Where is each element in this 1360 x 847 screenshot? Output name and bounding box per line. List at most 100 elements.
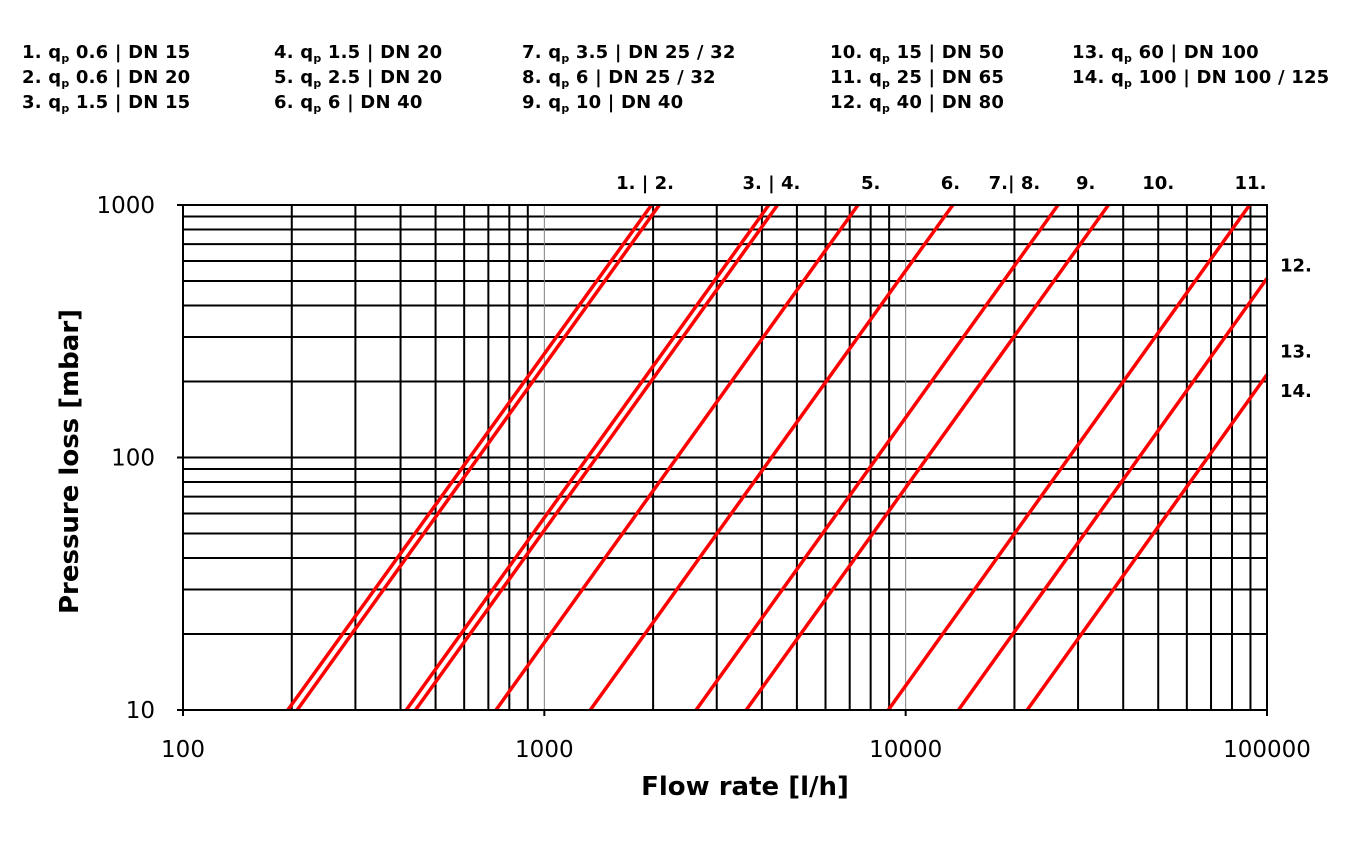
legend-item-number: 13. q: [1072, 42, 1125, 63]
series-line-4: [414, 203, 779, 712]
legend-item-subscript: p: [882, 77, 891, 90]
legend-item-number: 12. q: [830, 92, 883, 113]
legend-item-number: 2. q: [22, 67, 62, 88]
curve-label: 9.: [1076, 173, 1095, 194]
series-line-1: [286, 203, 653, 712]
curve-labels: 1. | 2. 3. | 4. 5. 6. 7.| 8. 9. 10. 11. 12. 13. 14…: [616, 173, 1312, 402]
legend-item: 8. qp 6 | DN 25 / 32: [522, 65, 736, 90]
series-line-11: [1025, 373, 1269, 712]
legend-item: 14. qp 100 | DN 100 / 125: [1072, 65, 1329, 90]
legend-item-text: 10 | DN 40: [569, 92, 684, 113]
legend-item: 9. qp 10 | DN 40: [522, 90, 736, 115]
legend-item-number: 8. q: [522, 67, 562, 88]
legend-item: 5. qp 2.5 | DN 20: [274, 65, 442, 90]
legend-item-subscript: p: [1124, 52, 1133, 65]
legend-item-number: 11. q: [830, 67, 883, 88]
series-line-5: [494, 203, 860, 712]
legend-item: 13. qp 60 | DN 100: [1072, 40, 1329, 65]
series-line-8: [744, 203, 1110, 712]
legend-item-text: 1.5 | DN 20: [321, 42, 443, 63]
legend-item-subscript: p: [61, 52, 70, 65]
legend-column: 1. qp 0.6 | DN 15 2. qp 0.6 | DN 20 3. qp …: [22, 40, 190, 115]
legend-item: 3. qp 1.5 | DN 15: [22, 90, 190, 115]
legend-item-number: 9. q: [522, 92, 562, 113]
y-tick-label: 100: [111, 446, 155, 472]
y-tick-label: 1000: [96, 193, 155, 219]
curve-label: 1. | 2.: [616, 173, 674, 194]
series-lines: [286, 203, 1269, 712]
legend-item-text: 0.6 | DN 15: [69, 42, 191, 63]
legend-item-subscript: p: [561, 102, 570, 115]
series-line-7: [694, 203, 1060, 712]
curve-label: 12.: [1280, 256, 1312, 277]
legend-item-subscript: p: [561, 52, 570, 65]
y-axis-title: Pressure loss [mbar]: [55, 309, 85, 614]
legend-item-subscript: p: [882, 102, 891, 115]
series-line-10: [957, 277, 1269, 712]
legend-item: 2. qp 0.6 | DN 20: [22, 65, 190, 90]
legend-item-subscript: p: [1124, 77, 1133, 90]
x-axis-title: Flow rate [l/h]: [641, 772, 849, 802]
curve-label: 11.: [1235, 173, 1267, 194]
x-tick-label: 100000: [1223, 737, 1311, 763]
legend-item-text: 25 | DN 65: [890, 67, 1005, 88]
x-tick-label: 100: [161, 737, 205, 763]
curve-label: 13.: [1280, 342, 1312, 363]
legend-item-number: 6. q: [274, 92, 314, 113]
legend-item: 10. qp 15 | DN 50: [830, 40, 1004, 65]
series-line-3: [404, 203, 771, 712]
legend-item: 7. qp 3.5 | DN 25 / 32: [522, 40, 736, 65]
legend-item-text: 3.5 | DN 25 / 32: [569, 42, 736, 63]
legend-item-subscript: p: [561, 77, 570, 90]
legend-item: 12. qp 40 | DN 80: [830, 90, 1004, 115]
x-tick-label: 10000: [869, 737, 942, 763]
legend-item-number: 7. q: [522, 42, 562, 63]
curve-label: 3. | 4.: [742, 173, 800, 194]
legend: 1. qp 0.6 | DN 15 2. qp 0.6 | DN 20 3. qp …: [22, 40, 1352, 120]
x-tick-labels: 100 1000 10000 100000: [161, 710, 1311, 763]
legend-item-text: 6 | DN 25 / 32: [569, 67, 716, 88]
legend-item-text: 1.5 | DN 15: [69, 92, 191, 113]
legend-item-text: 2.5 | DN 20: [321, 67, 443, 88]
legend-column: 13. qp 60 | DN 100 14. qp 100 | DN 100 / …: [1072, 40, 1329, 90]
legend-item-number: 3. q: [22, 92, 62, 113]
y-tick-labels: 10 100 1000: [96, 193, 183, 724]
legend-item-subscript: p: [313, 77, 322, 90]
legend-column: 4. qp 1.5 | DN 20 5. qp 2.5 | DN 20 6. qp …: [274, 40, 442, 115]
legend-item-text: 6 | DN 40: [321, 92, 423, 113]
legend-item-subscript: p: [313, 52, 322, 65]
legend-item-subscript: p: [61, 77, 70, 90]
curve-label: 5.: [861, 173, 880, 194]
curve-label: 7.| 8.: [989, 173, 1041, 194]
legend-item-number: 10. q: [830, 42, 883, 63]
legend-column: 10. qp 15 | DN 50 11. qp 25 | DN 65 12. qp…: [830, 40, 1004, 115]
curve-label: 6.: [941, 173, 960, 194]
legend-item: 6. qp 6 | DN 40: [274, 90, 442, 115]
legend-column: 7. qp 3.5 | DN 25 / 32 8. qp 6 | DN 25 / …: [522, 40, 736, 115]
legend-item-text: 40 | DN 80: [890, 92, 1005, 113]
major-gridlines: [183, 205, 1267, 710]
legend-item-number: 4. q: [274, 42, 314, 63]
curve-label: 14.: [1280, 381, 1312, 402]
curve-label: 10.: [1142, 173, 1174, 194]
legend-item-subscript: p: [61, 102, 70, 115]
x-tick-label: 1000: [515, 737, 574, 763]
legend-item-subscript: p: [882, 52, 891, 65]
legend-item-number: 5. q: [274, 67, 314, 88]
legend-item-text: 0.6 | DN 20: [69, 67, 191, 88]
y-tick-label: 10: [126, 698, 155, 724]
legend-item: 11. qp 25 | DN 65: [830, 65, 1004, 90]
series-line-6: [588, 203, 955, 712]
legend-item-number: 14. q: [1072, 67, 1125, 88]
series-line-2: [295, 203, 661, 712]
legend-item-text: 60 | DN 100: [1132, 42, 1259, 63]
legend-item: 4. qp 1.5 | DN 20: [274, 40, 442, 65]
series-line-9: [886, 203, 1252, 712]
legend-item-text: 100 | DN 100 / 125: [1132, 67, 1330, 88]
legend-item-subscript: p: [313, 102, 322, 115]
legend-item-number: 1. q: [22, 42, 62, 63]
minor-gridlines: [183, 205, 1267, 710]
legend-item-text: 15 | DN 50: [890, 42, 1005, 63]
legend-item: 1. qp 0.6 | DN 15: [22, 40, 190, 65]
